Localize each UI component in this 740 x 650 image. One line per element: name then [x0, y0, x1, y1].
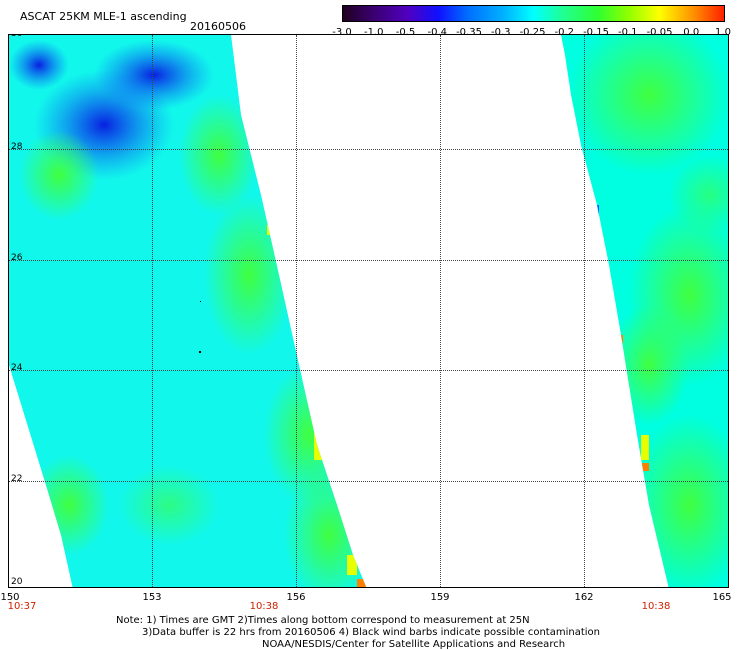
grid-line	[9, 370, 728, 371]
time-label: 10:38	[641, 601, 671, 612]
lat-label: 30	[11, 34, 23, 39]
colorbar-tick-label: -0.3	[490, 27, 511, 38]
colorbar-tick-label: 1.0	[715, 27, 731, 38]
colorbar-tick-label: -0.35	[456, 27, 482, 38]
colorbar-tick-label: 0.0	[683, 27, 700, 38]
grid-line	[584, 35, 585, 587]
chart-date: 20160506	[190, 20, 246, 33]
colorbar	[342, 5, 725, 22]
lon-label: 156	[286, 592, 306, 603]
note-line-2: 3)Data buffer is 22 hrs from 20160506 4)…	[142, 627, 600, 638]
grid-line	[9, 149, 728, 150]
grid-line	[9, 260, 728, 261]
colorbar-tick-label: -0.25	[519, 27, 546, 38]
grid-line	[296, 35, 297, 587]
time-label: 10:37	[7, 601, 37, 612]
lon-label: 150	[0, 592, 20, 603]
left-swath	[9, 35, 367, 587]
lat-label: 26	[11, 253, 23, 263]
colorbar-tick-label: -0.1	[617, 27, 638, 38]
grid-line	[152, 35, 153, 587]
colorbar-tick-label: -0.15	[583, 27, 609, 38]
lon-label: 162	[574, 592, 594, 603]
time-label: 10:38	[249, 601, 279, 612]
swath-layer	[9, 35, 728, 587]
chart-title: ASCAT 25KM MLE-1 ascending	[20, 10, 187, 23]
map-area: 30 28 26 24 22 20	[8, 34, 729, 588]
colorbar-tick-label: -0.05	[646, 27, 673, 38]
lon-label: 153	[142, 592, 162, 603]
colorbar-tick-label: -0.4	[427, 27, 448, 38]
note-line-1: Note: 1) Times are GMT 2)Times along bot…	[116, 615, 530, 626]
lat-label: 28	[11, 142, 23, 152]
colorbar-tick-label: -0.5	[395, 27, 416, 38]
lat-label: 20	[11, 577, 23, 587]
grid-line	[440, 35, 441, 587]
note-line-3: NOAA/NESDIS/Center for Satellite Applica…	[262, 639, 566, 650]
lon-label: 159	[430, 592, 450, 603]
grid-line	[9, 481, 728, 482]
lat-label: 22	[11, 474, 23, 484]
lon-label: 165	[712, 592, 732, 603]
colorbar-tick-label: -3.0	[332, 27, 352, 38]
colorbar-tick-label: -1.0	[363, 27, 384, 38]
lat-label: 24	[11, 363, 23, 373]
colorbar-tick-label: -0.2	[554, 27, 575, 38]
right-swath	[561, 35, 728, 587]
